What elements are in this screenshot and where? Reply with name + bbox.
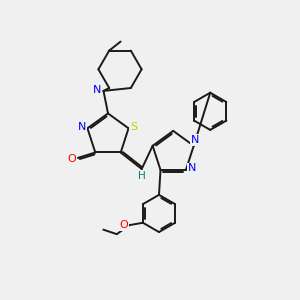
Text: O: O [120, 220, 128, 230]
Text: S: S [130, 122, 137, 132]
Text: N: N [191, 135, 200, 145]
Text: O: O [67, 154, 76, 164]
Text: N: N [93, 85, 101, 95]
Text: N: N [188, 164, 197, 173]
Text: H: H [138, 172, 146, 182]
Text: N: N [78, 122, 86, 132]
